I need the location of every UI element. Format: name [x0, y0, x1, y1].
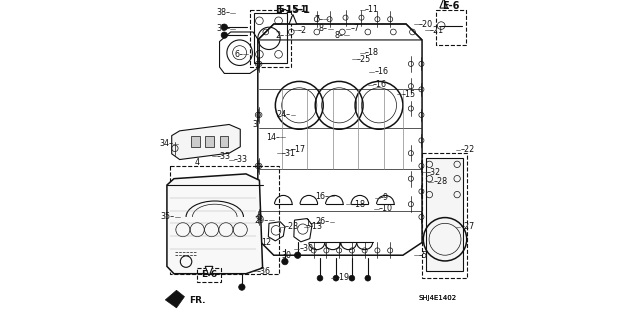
Bar — [426, 158, 463, 271]
Text: 34–: 34– — [159, 139, 173, 148]
Text: –27: –27 — [460, 222, 475, 231]
Circle shape — [317, 275, 323, 281]
Text: –16: –16 — [372, 80, 387, 89]
Bar — [220, 136, 228, 147]
Text: –33: –33 — [234, 155, 248, 164]
Circle shape — [365, 275, 371, 281]
Text: –30: –30 — [300, 244, 313, 253]
Text: –15: –15 — [401, 90, 415, 99]
Text: –23: –23 — [285, 222, 299, 231]
Text: –13: –13 — [309, 222, 323, 231]
Text: –18: –18 — [351, 200, 365, 209]
Text: –17: –17 — [291, 145, 305, 154]
Bar — [170, 166, 278, 274]
Circle shape — [349, 275, 355, 281]
Bar — [436, 10, 466, 45]
Text: 29–: 29– — [255, 216, 269, 225]
Text: E-6: E-6 — [201, 271, 217, 279]
Text: –36: –36 — [256, 267, 270, 276]
Text: 7–: 7– — [314, 15, 323, 24]
Text: 24–: 24– — [276, 110, 291, 119]
Text: E-6: E-6 — [442, 2, 460, 11]
Text: 3: 3 — [252, 120, 257, 129]
Bar — [191, 136, 200, 147]
Circle shape — [221, 32, 227, 38]
Text: –5: –5 — [419, 251, 428, 260]
Text: –33: –33 — [216, 152, 230, 161]
Text: –18: –18 — [365, 48, 379, 57]
Polygon shape — [165, 290, 184, 308]
Circle shape — [294, 252, 301, 258]
Text: 16–: 16– — [316, 192, 330, 201]
Text: SHJ4E1402: SHJ4E1402 — [419, 295, 457, 301]
Polygon shape — [172, 124, 240, 160]
Text: 6–: 6– — [234, 50, 243, 59]
Text: –9: –9 — [380, 193, 389, 202]
Circle shape — [239, 284, 245, 290]
Text: –16: –16 — [374, 67, 388, 76]
Text: –25: –25 — [356, 55, 371, 63]
Text: 2–: 2– — [276, 31, 285, 40]
Text: 8–: 8– — [335, 31, 344, 40]
Bar — [422, 153, 467, 278]
Text: –21: –21 — [430, 26, 444, 35]
Text: 37–: 37– — [216, 24, 230, 33]
Text: –2: –2 — [298, 26, 307, 35]
Polygon shape — [167, 174, 262, 274]
Text: –31: –31 — [282, 149, 296, 158]
Bar — [253, 13, 287, 63]
Text: –11: –11 — [365, 5, 379, 14]
Text: 12: 12 — [260, 238, 271, 247]
Polygon shape — [205, 266, 213, 276]
Text: –20: –20 — [419, 19, 433, 28]
Text: –19: –19 — [335, 273, 349, 282]
Circle shape — [333, 275, 339, 281]
Text: SHJ4E1402: SHJ4E1402 — [419, 295, 457, 301]
Text: 1–: 1– — [305, 219, 314, 228]
Text: E-15-1: E-15-1 — [275, 5, 310, 15]
Circle shape — [282, 258, 288, 265]
Text: 26–: 26– — [316, 217, 330, 226]
Text: –10: –10 — [379, 204, 393, 213]
Bar — [250, 10, 291, 67]
Text: 4: 4 — [195, 158, 200, 167]
Polygon shape — [289, 14, 297, 24]
Circle shape — [221, 24, 227, 30]
Text: 8–: 8– — [319, 24, 328, 33]
Text: 38–: 38– — [216, 8, 230, 17]
Text: –32: –32 — [427, 168, 441, 177]
Text: FR.: FR. — [189, 296, 205, 305]
Polygon shape — [440, 0, 447, 8]
Bar — [197, 268, 221, 282]
Text: –7: –7 — [350, 24, 360, 33]
Text: 14–: 14– — [266, 133, 280, 142]
Text: –22: –22 — [460, 145, 475, 154]
Text: –28: –28 — [433, 177, 447, 186]
Text: E-15-1: E-15-1 — [278, 5, 307, 14]
Bar — [205, 136, 214, 147]
Text: 30: 30 — [282, 251, 291, 260]
Text: 35–: 35– — [161, 212, 175, 221]
